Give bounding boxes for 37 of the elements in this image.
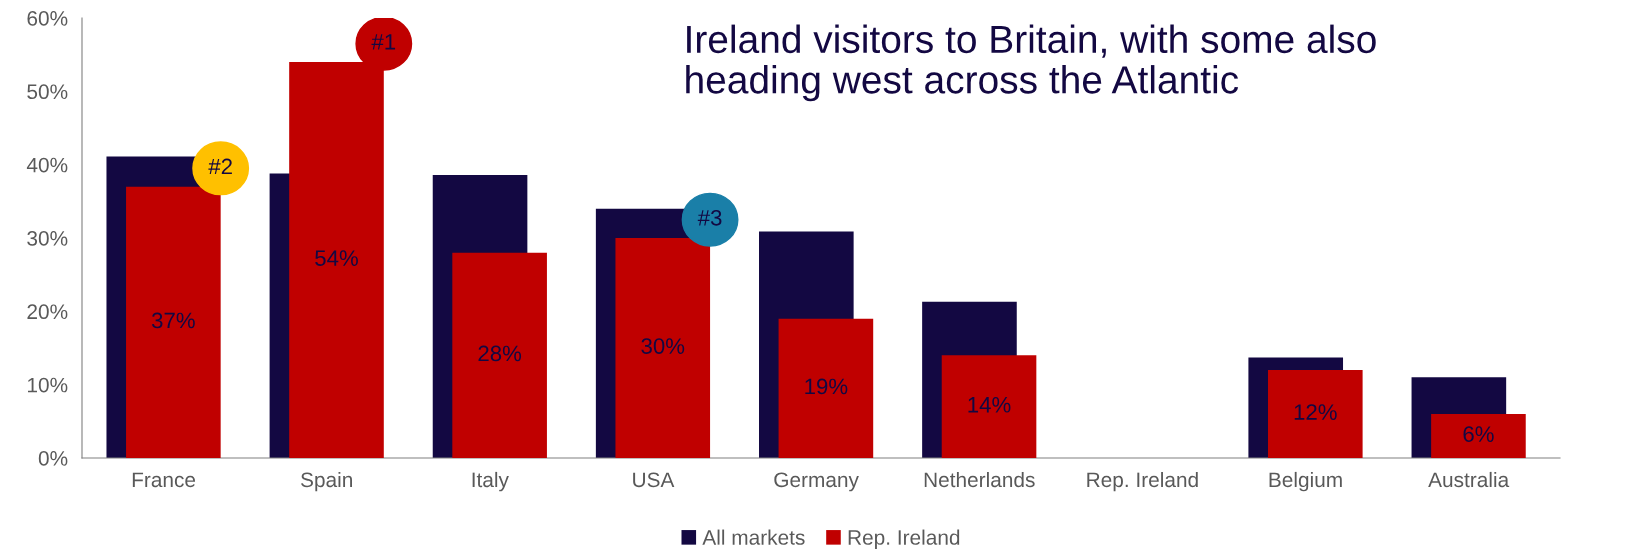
- x-tick-label: France: [132, 472, 196, 488]
- x-tick-label: Italy: [472, 471, 509, 492]
- bar: [615, 238, 711, 458]
- legend-label: Rep. Ireland: [848, 529, 960, 549]
- legend-label: All markets: [702, 529, 805, 545]
- bar: [1431, 414, 1526, 458]
- x-tick-label: Spain: [301, 471, 352, 492]
- x-tick-label: Belgium: [1269, 471, 1342, 492]
- bar: [126, 186, 221, 458]
- bar: [452, 252, 547, 458]
- data-label: 30%: [641, 338, 685, 354]
- data-label: 19%: [805, 378, 848, 395]
- data-label: 6%: [1463, 426, 1494, 442]
- x-tick-label: Rep. Ireland: [1087, 471, 1198, 492]
- data-label: 14%: [968, 396, 1011, 413]
- x-tick-label: Germany: [774, 472, 859, 492]
- x-tick-label: USA: [633, 472, 675, 488]
- x-tick-label: Australia: [1428, 471, 1510, 488]
- y-tick-label: 50%: [27, 84, 68, 100]
- y-tick-label: 20%: [27, 304, 68, 320]
- data-label: 12%: [1294, 404, 1337, 420]
- data-label: 28%: [478, 345, 522, 362]
- bar: [778, 318, 874, 458]
- text: Ireland visitors to Britain, with some also heading west across the Atlantic: [686, 24, 1376, 102]
- y-tick-label: 0%: [38, 451, 68, 466]
- bar: [1267, 370, 1363, 458]
- data-label: 37%: [151, 312, 195, 329]
- bar: [941, 355, 1037, 458]
- annotation: #1: [371, 34, 396, 50]
- annotation: #2: [208, 158, 232, 175]
- y-tick-label: 40%: [26, 157, 68, 173]
- y-tick-label: 60%: [27, 11, 68, 26]
- y-tick-label: 30%: [27, 231, 68, 246]
- annotation: #3: [697, 209, 722, 226]
- y-tick-label: 10%: [28, 377, 68, 393]
- data-label: 54%: [315, 250, 358, 266]
- x-tick-label: Netherlands: [924, 471, 1035, 488]
